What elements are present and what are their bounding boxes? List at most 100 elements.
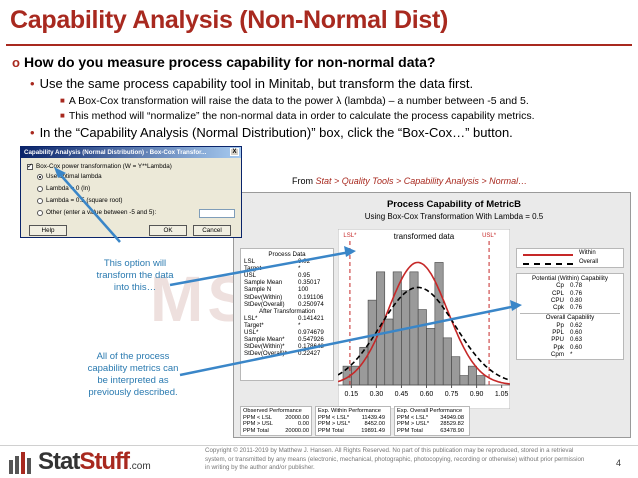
bullet-1-text: Use the same process capability tool in …: [39, 76, 474, 91]
plot-subtitle: Using Box-Cox Transformation With Lambda…: [364, 212, 544, 221]
x-tick-label: 0.60: [420, 391, 434, 398]
cancel-button[interactable]: Cancel: [193, 225, 231, 236]
exp-overall-value: 28529.82: [440, 421, 464, 428]
bullet-2: • In the “Capability Analysis (Normal Dis…: [30, 125, 513, 140]
radio-lambda-zero[interactable]: Lambda = 0 (ln): [37, 185, 90, 192]
process-data-value: 0.95: [298, 272, 311, 280]
after-transformation-rows: LSL* 0.141421 Target* * USL* 0.974679 Sample M…: [244, 315, 330, 358]
overall-line-swatch: [523, 263, 573, 265]
footer-divider: [0, 445, 638, 446]
ok-button[interactable]: OK: [149, 225, 187, 236]
exp-overall-rows: PPM < LSL* 34949.08 PPM > USL* 28529.82 PPM …: [397, 415, 467, 435]
x-tick-label: 1.05: [495, 391, 509, 398]
after-transformation-label: Target*: [244, 321, 264, 329]
radio-label: Other (enter a value between -5 and 5):: [46, 209, 157, 216]
process-data-row: Sample Mean 0.35017: [244, 279, 330, 286]
close-icon[interactable]: X: [230, 148, 239, 156]
histogram-bar: [442, 337, 452, 386]
capability-panel: Potential (Within) Capability Cp 0.78 CPL 0…: [516, 273, 624, 361]
sub-bullet-2: ■ This method will “normalize” the non-no…: [60, 110, 535, 122]
process-data-row: StDev(Overall) 0.250974: [244, 301, 330, 308]
process-data-label: Sample Mean: [244, 279, 283, 287]
exp-overall-row: PPM Total 63478.90: [397, 428, 467, 435]
after-transformation-label: StDev(Overall)*: [244, 350, 287, 358]
after-transformation-value: 0.141421: [298, 314, 324, 322]
lambda-value-input[interactable]: [199, 209, 235, 218]
after-transformation-row: LSL* 0.141421: [244, 315, 330, 322]
question-bullet: o How do you measure process capability f…: [12, 54, 435, 70]
observed-performance-panel: Observed Performance PPM < LSL 20000.00 PP…: [240, 406, 312, 436]
after-transformation-value: 0.178648: [298, 343, 324, 351]
overall-capability-row: Ppk 0.60: [520, 344, 620, 351]
within-capability-label: CPU: [550, 296, 564, 304]
radio-lambda-other[interactable]: Other (enter a value between -5 and 5):: [37, 209, 156, 216]
exp-within-label: PPM < LSL*: [318, 414, 350, 421]
logo-domain: .com: [129, 461, 151, 472]
exp-overall-performance-panel: Exp. Overall Performance PPM < LSL* 34949…: [394, 406, 470, 436]
overall-capability-value: 0.62: [570, 321, 583, 329]
radio-label: Lambda = 0.5 (square root): [46, 197, 123, 204]
overall-capability-header: Overall Capability: [520, 313, 620, 321]
histogram-bar: [434, 262, 444, 386]
after-transformation-value: 0.547926: [298, 336, 324, 344]
overall-capability-rows: Pp 0.62 PPL 0.60 PPU 0.63 Ppk 0.60 Cpm *: [520, 322, 620, 358]
process-data-row: StDev(Within) 0.191106: [244, 294, 330, 301]
exp-within-value: 19891.49: [361, 427, 385, 434]
bullet-marker-icon: o: [12, 55, 20, 70]
radio-label: Lambda = 0 (ln): [46, 185, 91, 192]
legend-within: Within: [579, 250, 596, 256]
process-data-row: Sample N 100: [244, 286, 330, 293]
process-data-label: StDev(Overall): [244, 300, 285, 308]
histogram-bar: [476, 375, 486, 386]
radio-lambda-half[interactable]: Lambda = 0.5 (square root): [37, 197, 122, 204]
observed-label: PPM > USL: [243, 421, 273, 428]
within-capability-row: Cpk 0.76: [520, 304, 620, 311]
after-transformation-label: Sample Mean*: [244, 336, 285, 344]
process-data-value: 0.191106: [298, 293, 324, 301]
histogram-bar: [401, 290, 411, 386]
overall-capability-row: Cpm *: [520, 351, 620, 358]
overall-capability-value: 0.60: [570, 343, 583, 351]
histogram-bar: [467, 365, 477, 386]
exp-within-value: 11439.49: [361, 414, 385, 421]
after-transformation-row: StDev(Within)* 0.178648: [244, 343, 330, 350]
legend-overall: Overall: [579, 259, 599, 265]
after-transformation-row: StDev(Overall)* 0.22427: [244, 350, 330, 357]
dialog-title: Capability Analysis (Normal Distribution…: [24, 149, 207, 156]
x-tick-label: 0.90: [470, 391, 484, 398]
after-transformation-label: USL*: [244, 329, 259, 337]
overall-capability-label: PPU: [551, 336, 564, 344]
radio-icon[interactable]: [37, 185, 43, 192]
process-data-label: Target: [244, 265, 262, 273]
observed-label: PPM Total: [243, 427, 269, 434]
note-metrics: All of the process capability metrics ca…: [87, 351, 179, 398]
checkbox-checked-icon[interactable]: [27, 162, 33, 170]
within-capability-value: 0.80: [570, 296, 583, 304]
help-button[interactable]: Help: [29, 225, 67, 236]
histogram-label: transformed data: [394, 232, 455, 241]
sub-bullet-1-text: A Box-Cox transformation will raise the …: [68, 95, 529, 107]
exp-overall-row: PPM > USL* 28529.82: [397, 421, 467, 428]
after-transformation-row: Target* *: [244, 322, 330, 329]
bullet-2-text: In the “Capability Analysis (Normal Dist…: [39, 125, 513, 140]
x-tick-label: 0.75: [445, 391, 459, 398]
overall-capability-value: 0.63: [570, 336, 583, 344]
bullet-1: • Use the same process capability tool in…: [30, 76, 473, 91]
radio-optimal-lambda[interactable]: Use optimal lambda: [37, 173, 102, 180]
box-cox-checkbox[interactable]: Box-Cox power transformation (W = Y**Lam…: [27, 162, 172, 170]
process-data-value: 0.250974: [298, 300, 324, 308]
exp-within-label: PPM Total: [318, 427, 344, 434]
process-data-rows: LSL 0.02 Target * USL 0.95 Sample Mean 0.35017 S…: [244, 258, 330, 308]
radio-icon[interactable]: [37, 197, 43, 204]
histogram-bar: [384, 318, 394, 386]
menu-path: Stat > Quality Tools > Capability Analys…: [315, 176, 528, 186]
within-capability-row: Cp 0.78: [520, 282, 620, 289]
radio-selected-icon[interactable]: [37, 173, 43, 180]
question-text: How do you measure process capability fo…: [23, 54, 436, 70]
within-capability-value: 0.76: [570, 289, 583, 297]
plot-legend: Within Overall: [516, 248, 624, 268]
exp-within-header: Exp. Within Performance: [318, 408, 381, 414]
radio-label: Use optimal lambda: [46, 173, 102, 180]
overall-capability-label: Ppk: [553, 343, 564, 351]
radio-icon[interactable]: [37, 209, 43, 216]
